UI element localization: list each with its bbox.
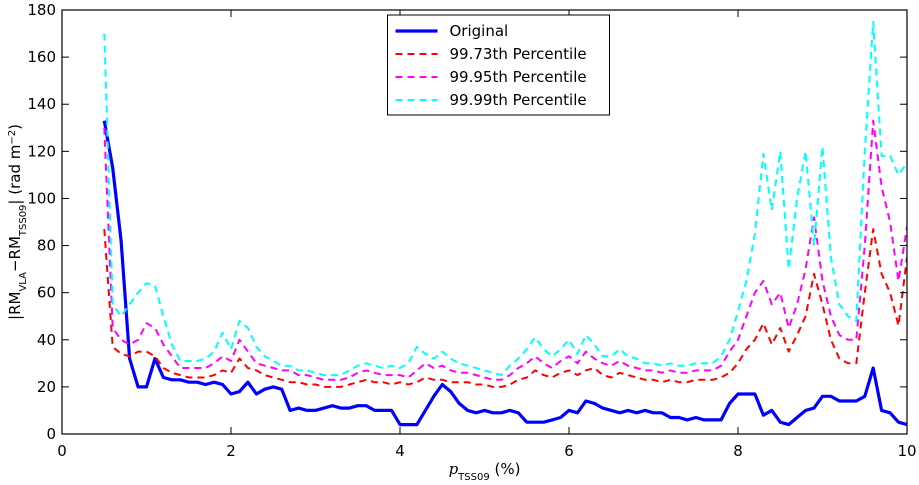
y-axis-label-part: ) [6, 124, 24, 130]
y-axis-label-part: −2 [7, 130, 18, 145]
x-tick-label: 6 [564, 442, 574, 460]
y-tick-label: 140 [27, 95, 56, 113]
y-tick-label: 120 [27, 142, 56, 160]
y-axis-label-part: | (rad m [6, 145, 24, 205]
y-tick-label: 20 [37, 378, 56, 396]
y-tick-label: 160 [27, 48, 56, 66]
x-axis-label-part: p [449, 460, 459, 478]
series-line [103, 228, 907, 388]
plot-frame [61, 9, 908, 435]
x-axis-label: pTSS09 (%) [449, 460, 521, 481]
legend-label: 99.95th Percentile [450, 68, 587, 86]
x-tick-label: 10 [897, 442, 916, 460]
legend-label: Original [450, 22, 509, 40]
legend-label: 99.73th Percentile [450, 45, 587, 63]
series-line [102, 120, 907, 427]
y-tick-label: 100 [27, 189, 56, 207]
series-line [103, 20, 907, 377]
y-axis-label-part: |RM [6, 292, 24, 320]
y-tick-label: 40 [37, 331, 56, 349]
y-tick-label: 60 [37, 284, 56, 302]
series-line [103, 119, 907, 381]
y-tick-label: 80 [37, 237, 56, 255]
legend: Original 99.73th Percentile 99.95th Percen… [387, 14, 610, 116]
x-tick-label: 8 [733, 442, 743, 460]
y-tick-label: 180 [27, 1, 56, 19]
x-tick-label: 4 [395, 442, 405, 460]
y-axis-label-part: TSS09 [18, 205, 29, 238]
y-axis-label-part: VLA [18, 272, 29, 292]
x-axis-label-part: TSS09 [457, 472, 490, 482]
x-tick-label: 2 [226, 442, 236, 460]
x-tick-label: 0 [57, 442, 67, 460]
x-axis-label-part: (%) [490, 460, 521, 478]
y-axis-label-part: −RM [6, 236, 24, 272]
y-axis-label: |RMVLA−RMTSS09| (rad m−2) [6, 124, 29, 320]
y-tick-label: 0 [46, 425, 56, 443]
legend-label: 99.99th Percentile [450, 91, 587, 109]
